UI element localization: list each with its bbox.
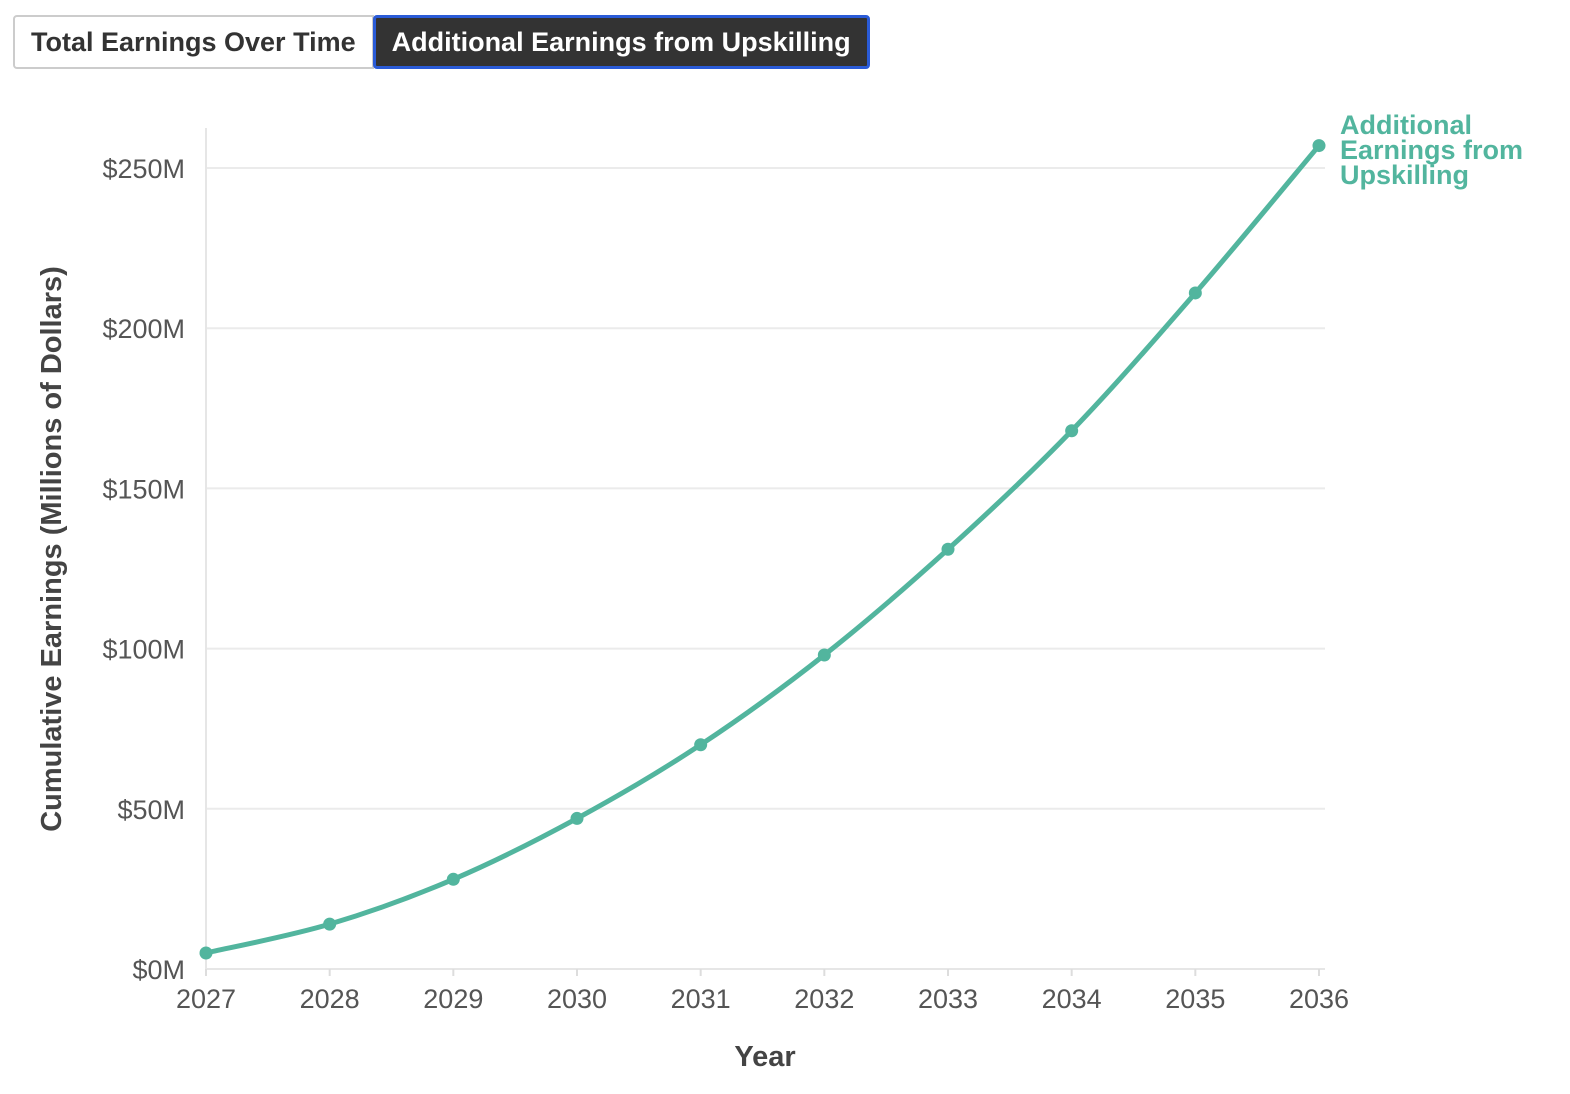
x-tick-label: 2029 bbox=[423, 984, 483, 1014]
data-point[interactable] bbox=[694, 738, 708, 752]
data-point[interactable] bbox=[1065, 424, 1079, 438]
x-tick-label: 2028 bbox=[300, 984, 360, 1014]
series-label-line: Earnings from bbox=[1340, 135, 1523, 165]
data-point[interactable] bbox=[570, 811, 584, 825]
data-point[interactable] bbox=[199, 946, 213, 960]
data-point[interactable] bbox=[1312, 139, 1326, 153]
x-axis-ticks: 2027 2028 2029 2030 2031 2032 2033 2034 2035 2036 bbox=[176, 969, 1349, 1014]
y-tick-label: $0M bbox=[132, 955, 185, 985]
series-label-line: Upskilling bbox=[1340, 160, 1469, 190]
x-tick-label: 2033 bbox=[918, 984, 978, 1014]
chart-tabs: Total Earnings Over Time Additional Earn… bbox=[13, 15, 870, 69]
tab-additional-earnings[interactable]: Additional Earnings from Upskilling bbox=[372, 15, 870, 69]
series-line bbox=[203, 143, 1322, 956]
x-axis-title: Year bbox=[734, 1041, 795, 1073]
data-point[interactable] bbox=[817, 648, 831, 662]
x-tick-label: 2027 bbox=[176, 984, 236, 1014]
data-point[interactable] bbox=[323, 917, 337, 931]
data-point[interactable] bbox=[446, 872, 460, 886]
x-tick-label: 2035 bbox=[1165, 984, 1225, 1014]
series-end-label: Additional Earnings from Upskilling bbox=[1340, 110, 1523, 190]
data-point[interactable] bbox=[1188, 286, 1202, 300]
series-label-line: Additional bbox=[1340, 110, 1472, 140]
y-axis-ticks: $0M $50M $100M $150M $200M $250M bbox=[102, 154, 185, 985]
x-tick-label: 2034 bbox=[1042, 984, 1102, 1014]
x-tick-label: 2036 bbox=[1289, 984, 1349, 1014]
x-tick-label: 2030 bbox=[547, 984, 607, 1014]
y-tick-label: $100M bbox=[102, 635, 185, 665]
y-tick-label: $150M bbox=[102, 474, 185, 504]
y-axis-title: Cumulative Earnings (Millions of Dollars… bbox=[36, 266, 68, 832]
y-tick-label: $250M bbox=[102, 154, 185, 184]
gridlines bbox=[206, 167, 1325, 810]
y-tick-label: $50M bbox=[117, 795, 185, 825]
axes bbox=[205, 128, 1325, 970]
x-tick-label: 2032 bbox=[794, 984, 854, 1014]
series-layer: Additional Earnings from Upskilling bbox=[199, 110, 1523, 960]
tab-total-earnings[interactable]: Total Earnings Over Time bbox=[13, 15, 374, 69]
x-tick-label: 2031 bbox=[671, 984, 731, 1014]
data-point[interactable] bbox=[941, 542, 955, 556]
y-tick-label: $200M bbox=[102, 314, 185, 344]
